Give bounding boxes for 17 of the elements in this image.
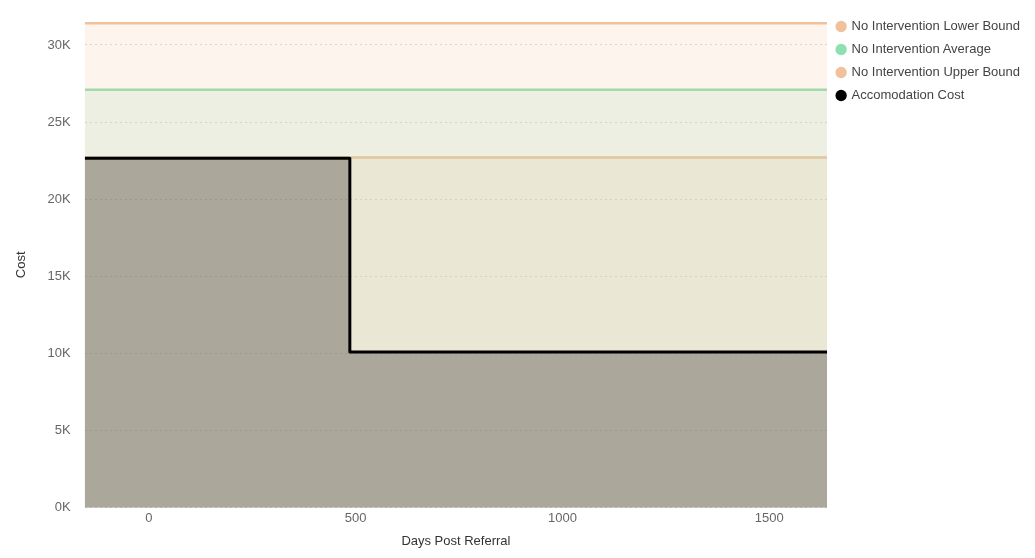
y-tick-label: 20K xyxy=(47,190,72,206)
x-tick-label: 1000 xyxy=(547,510,577,526)
legend-label: No Intervention Lower Bound xyxy=(851,18,1021,34)
x-tick-label: 500 xyxy=(344,510,367,526)
y-tick-label: 10K xyxy=(47,345,72,361)
y-tick-label: 15K xyxy=(47,267,72,283)
x-tick-label: 0 xyxy=(145,510,153,526)
legend-label: Accomodation Cost xyxy=(851,87,965,103)
y-axis-title: Cost xyxy=(13,251,29,279)
x-tick-label: 1500 xyxy=(754,510,784,526)
x-axis-title: Days Post Referral xyxy=(401,532,511,548)
y-tick-label: 0K xyxy=(54,499,72,515)
legend-label: No Intervention Upper Bound xyxy=(851,64,1021,80)
y-tick-label: 30K xyxy=(47,36,72,52)
y-tick-label: 25K xyxy=(47,113,72,129)
y-tick-label: 5K xyxy=(54,422,72,438)
legend-label: No Intervention Average xyxy=(851,41,991,57)
